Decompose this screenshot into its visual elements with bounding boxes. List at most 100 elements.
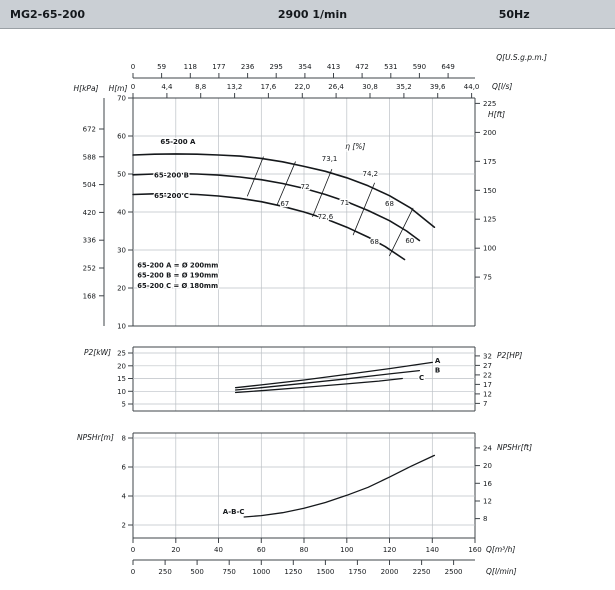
tick-label: 672	[83, 126, 96, 134]
tick-label: 10	[117, 323, 126, 331]
tick-label: 336	[83, 237, 97, 245]
npsh-curve	[243, 454, 436, 518]
tick-label: 17	[483, 381, 492, 389]
tick-label: 1500	[316, 568, 334, 576]
axis-label-h-kpa: H[kPa]	[74, 84, 99, 93]
tick-label: 1000	[252, 568, 270, 576]
tick-label: 80	[300, 546, 309, 554]
tick-label: 32	[483, 352, 492, 360]
axis-label-npsh-ft: NPSHr[ft]	[497, 443, 532, 452]
tick-label: 60	[117, 133, 126, 141]
tick-label: 2000	[381, 568, 399, 576]
axis-label-m3h: Q[m³/h]	[486, 545, 515, 554]
head-curve-label: 65-200 C	[154, 192, 189, 200]
tick-label: 50	[117, 171, 126, 179]
tick-label: 12	[483, 390, 492, 398]
head-curve-label: 65-200 B	[154, 171, 189, 179]
tick-label: 140	[426, 546, 439, 554]
axis-label-h-m: H[m]	[109, 84, 128, 93]
tick-label: 39,6	[430, 83, 446, 91]
head-curve-65-200-a	[132, 153, 436, 228]
pump-performance-chart: 0 59 118 177 236 295 354 413 472 531 590 649Q[U.S.g…	[74, 53, 548, 576]
efficiency-value-label: 72	[301, 183, 310, 191]
tick-label: 590	[413, 63, 426, 71]
impeller-legend-line: 65-200 A = Ø 200mm	[137, 262, 218, 270]
tick-label: 100	[340, 546, 353, 554]
tick-label: 100	[483, 245, 496, 253]
tick-label: 150	[483, 187, 496, 195]
axis-label-h-ft: H[ft]	[488, 110, 505, 119]
head-curve-65-200-c	[132, 193, 406, 261]
axis-label-ls: Q[l/s]	[492, 82, 512, 91]
tick-label: 531	[384, 63, 397, 71]
efficiency-iso-line-4	[389, 207, 414, 257]
tick-label: 175	[483, 158, 496, 166]
p2-curve-label: C	[419, 374, 424, 382]
tick-label: 0	[131, 546, 135, 554]
tick-label: 20	[117, 285, 126, 293]
tick-label: 25	[117, 350, 126, 358]
tick-label: 20	[171, 546, 180, 554]
tick-label: 8	[483, 515, 487, 523]
tick-label: 26,4	[328, 83, 344, 91]
tick-label: 16	[483, 480, 492, 488]
tick-label: 7	[483, 400, 487, 408]
tick-label: 12	[483, 498, 492, 506]
efficiency-axis-label: η [%]	[345, 142, 365, 151]
head-curve-label: 65-200 A	[160, 138, 196, 146]
tick-label: 70	[117, 95, 126, 103]
tick-label: 20	[483, 462, 492, 470]
tick-label: 15	[117, 375, 126, 383]
tick-label: 60	[257, 546, 266, 554]
tick-label: 354	[298, 63, 312, 71]
tick-label: 22,0	[295, 83, 311, 91]
tick-label: 27	[483, 362, 492, 370]
tick-label: 13,2	[227, 83, 243, 91]
efficiency-value-label: 72,6	[318, 213, 334, 221]
tick-label: 8,8	[195, 83, 206, 91]
tick-label: 6	[122, 464, 127, 472]
tick-label: 59	[157, 63, 166, 71]
p2-curve-a	[234, 361, 433, 389]
efficiency-value-label: 71	[340, 199, 349, 207]
tick-label: 200	[483, 129, 496, 137]
axis-label-lmin: Q[l/min]	[486, 567, 517, 576]
tick-label: 1250	[284, 568, 302, 576]
title-bar: MG2-65-200 2900 1/min 50Hz	[0, 0, 615, 29]
efficiency-value-label: 74,2	[363, 170, 379, 178]
tick-label: 5	[122, 401, 126, 409]
p2-curve-label: B	[435, 366, 440, 374]
p2-curve-b	[234, 369, 421, 391]
tick-label: 22	[483, 371, 492, 379]
efficiency-value-label: 68	[370, 238, 379, 246]
pump-speed-label: 2900 1/min	[277, 7, 348, 21]
tick-label: 30	[117, 247, 126, 255]
tick-label: 2	[122, 522, 126, 530]
tick-label: 10	[117, 388, 126, 396]
axis-label-p2-hp: P2[HP]	[497, 351, 522, 360]
head-curve-65-200-b	[132, 172, 421, 242]
tick-label: 649	[441, 63, 454, 71]
pump-frequency-label: 50Hz	[498, 7, 530, 21]
tick-label: 0	[131, 83, 135, 91]
efficiency-value-label: 67	[280, 200, 289, 208]
tick-label: 44,0	[464, 83, 480, 91]
p2-curve-c	[234, 377, 403, 394]
tick-label: 4	[122, 493, 127, 501]
efficiency-iso-line-1	[276, 161, 296, 205]
tick-label: 118	[184, 63, 197, 71]
tick-label: 177	[212, 63, 225, 71]
tick-label: 8	[122, 435, 126, 443]
efficiency-iso-line-0	[246, 156, 264, 197]
efficiency-value-label: 60	[405, 237, 414, 245]
tick-label: 420	[83, 209, 96, 217]
tick-label: 75	[483, 274, 492, 282]
tick-label: 413	[327, 63, 340, 71]
tick-label: 125	[483, 216, 496, 224]
tick-label: 160	[468, 546, 481, 554]
tick-label: 2250	[413, 568, 431, 576]
tick-label: 40	[214, 546, 223, 554]
tick-label: 35,2	[396, 83, 412, 91]
tick-label: 225	[483, 100, 496, 108]
tick-label: 250	[158, 568, 171, 576]
